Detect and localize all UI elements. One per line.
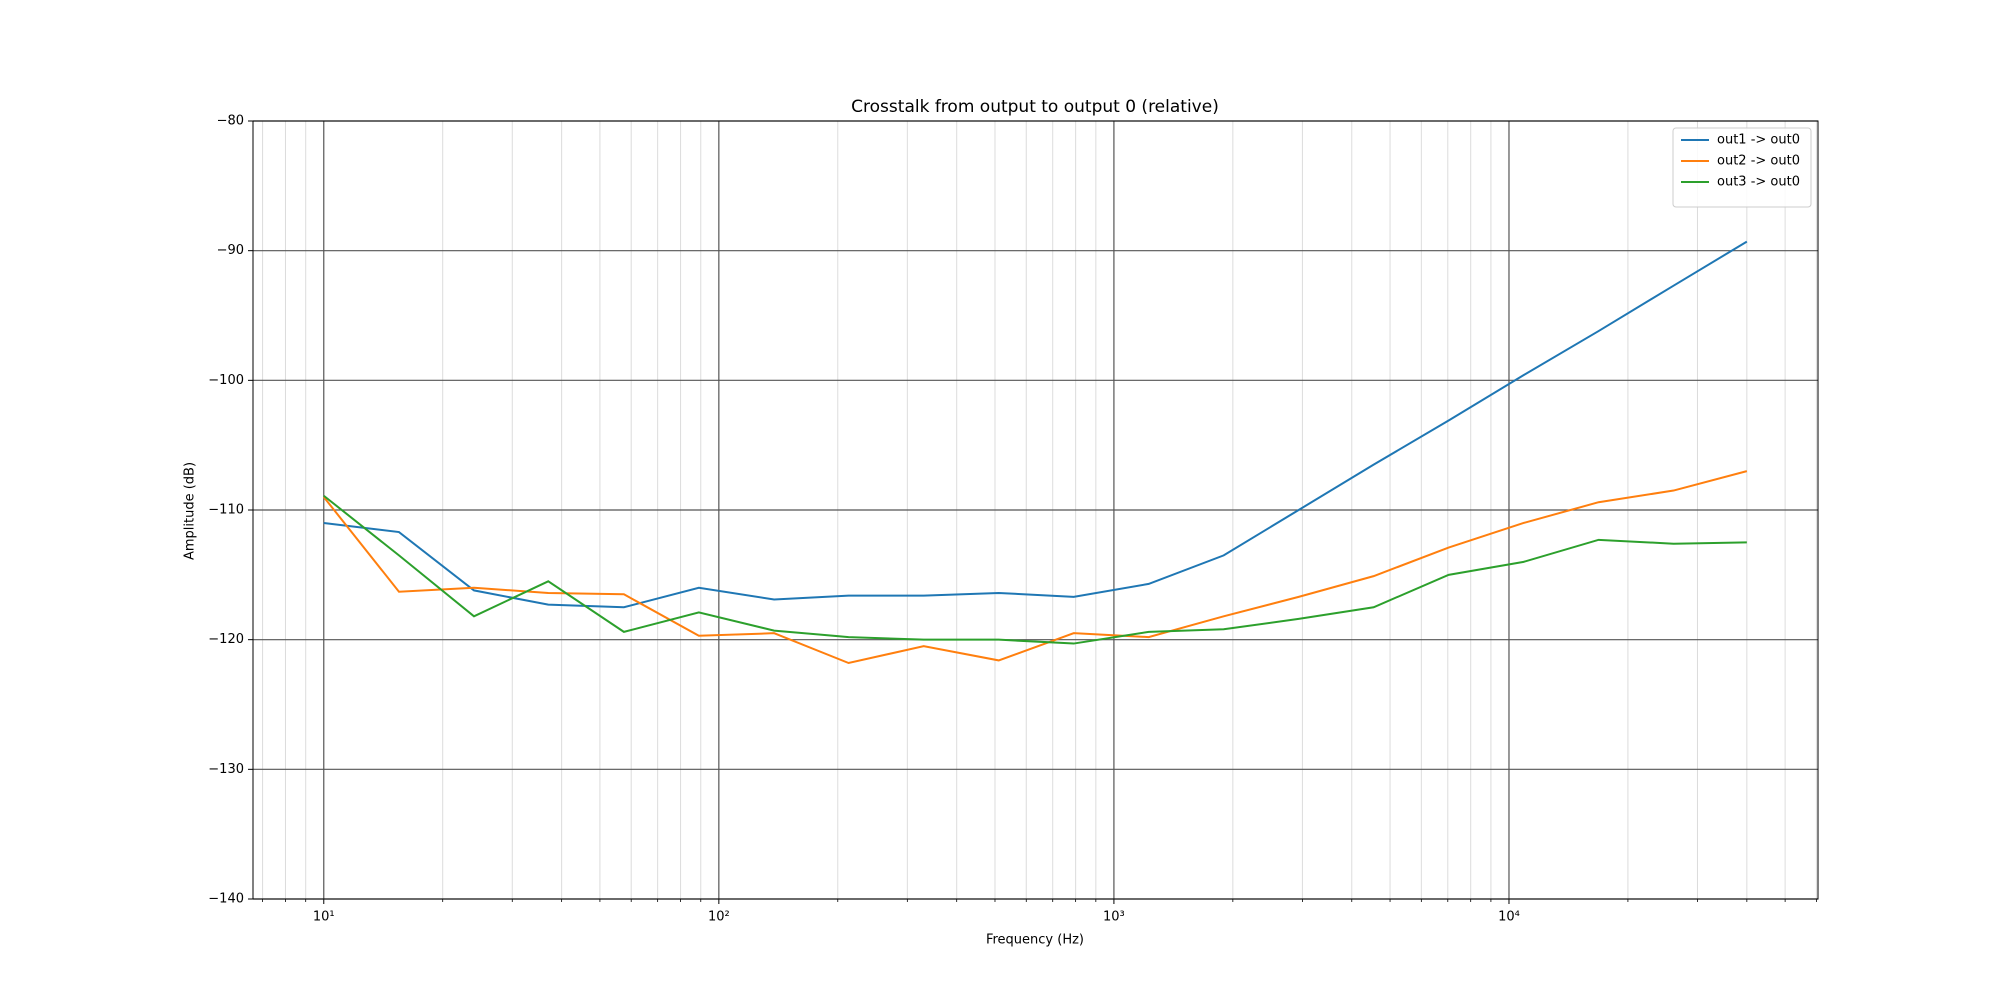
legend: out1 -> out0 out2 -> out0 out3 -> out0 [1672, 127, 1812, 208]
chart-title: Crosstalk from output to output 0 (relat… [851, 97, 1219, 117]
legend-label: out2 -> out0 [1717, 154, 1800, 169]
x-tick-label: 10³ [1103, 910, 1125, 925]
legend-label: out1 -> out0 [1717, 133, 1800, 148]
legend-label: out3 -> out0 [1717, 175, 1800, 190]
y-tick-label: −120 [208, 632, 244, 647]
y-tick-label: −90 [217, 243, 244, 258]
y-tick-label: −140 [208, 892, 244, 907]
series-line [322, 470, 1748, 665]
y-axis-label: Amplitude (dB) [183, 462, 198, 560]
x-tick-label: 10⁴ [1498, 910, 1520, 925]
plot-frame [252, 120, 1819, 900]
x-axis-label: Frequency (Hz) [986, 933, 1084, 948]
series-line [323, 240, 1748, 609]
legend-frame [1672, 127, 1812, 208]
y-tick-label: −100 [208, 373, 244, 388]
series-line [323, 494, 1747, 645]
y-tick-label: −80 [217, 114, 244, 129]
x-tick-label: 10¹ [313, 910, 335, 925]
x-tick-label: 10² [708, 910, 730, 925]
y-tick-label: −110 [208, 503, 244, 518]
y-tick-label: −130 [208, 762, 244, 777]
